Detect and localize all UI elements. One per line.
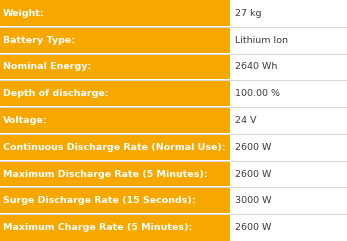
- Text: 2600 W: 2600 W: [235, 170, 272, 179]
- Bar: [0, 135, 230, 160]
- Bar: [0, 108, 230, 133]
- Text: 3000 W: 3000 W: [235, 196, 272, 205]
- Text: 24 V: 24 V: [235, 116, 257, 125]
- Bar: [0, 54, 230, 79]
- Text: 2640 Wh: 2640 Wh: [235, 62, 278, 71]
- Bar: [0, 28, 230, 53]
- Text: Continuous Discharge Rate (Normal Use):: Continuous Discharge Rate (Normal Use):: [3, 143, 226, 152]
- Text: Voltage:: Voltage:: [3, 116, 47, 125]
- Text: Battery Type:: Battery Type:: [3, 36, 75, 45]
- Bar: [0, 81, 230, 106]
- Text: Surge Discharge Rate (15 Seconds):: Surge Discharge Rate (15 Seconds):: [3, 196, 195, 205]
- Text: Weight:: Weight:: [3, 9, 44, 18]
- Text: Maximum Charge Rate (5 Minutes):: Maximum Charge Rate (5 Minutes):: [3, 223, 192, 232]
- Bar: [0, 188, 230, 213]
- Bar: [0, 215, 230, 241]
- Text: 2600 W: 2600 W: [235, 143, 272, 152]
- Text: Lithium Ion: Lithium Ion: [235, 36, 288, 45]
- Text: Nominal Energy:: Nominal Energy:: [3, 62, 91, 71]
- Text: Depth of discharge:: Depth of discharge:: [3, 89, 108, 98]
- Text: Maximum Discharge Rate (5 Minutes):: Maximum Discharge Rate (5 Minutes):: [3, 170, 208, 179]
- Bar: [0, 162, 230, 187]
- Text: 100.00 %: 100.00 %: [235, 89, 280, 98]
- Text: 27 kg: 27 kg: [235, 9, 262, 18]
- Text: 2600 W: 2600 W: [235, 223, 272, 232]
- Bar: [0, 0, 230, 26]
